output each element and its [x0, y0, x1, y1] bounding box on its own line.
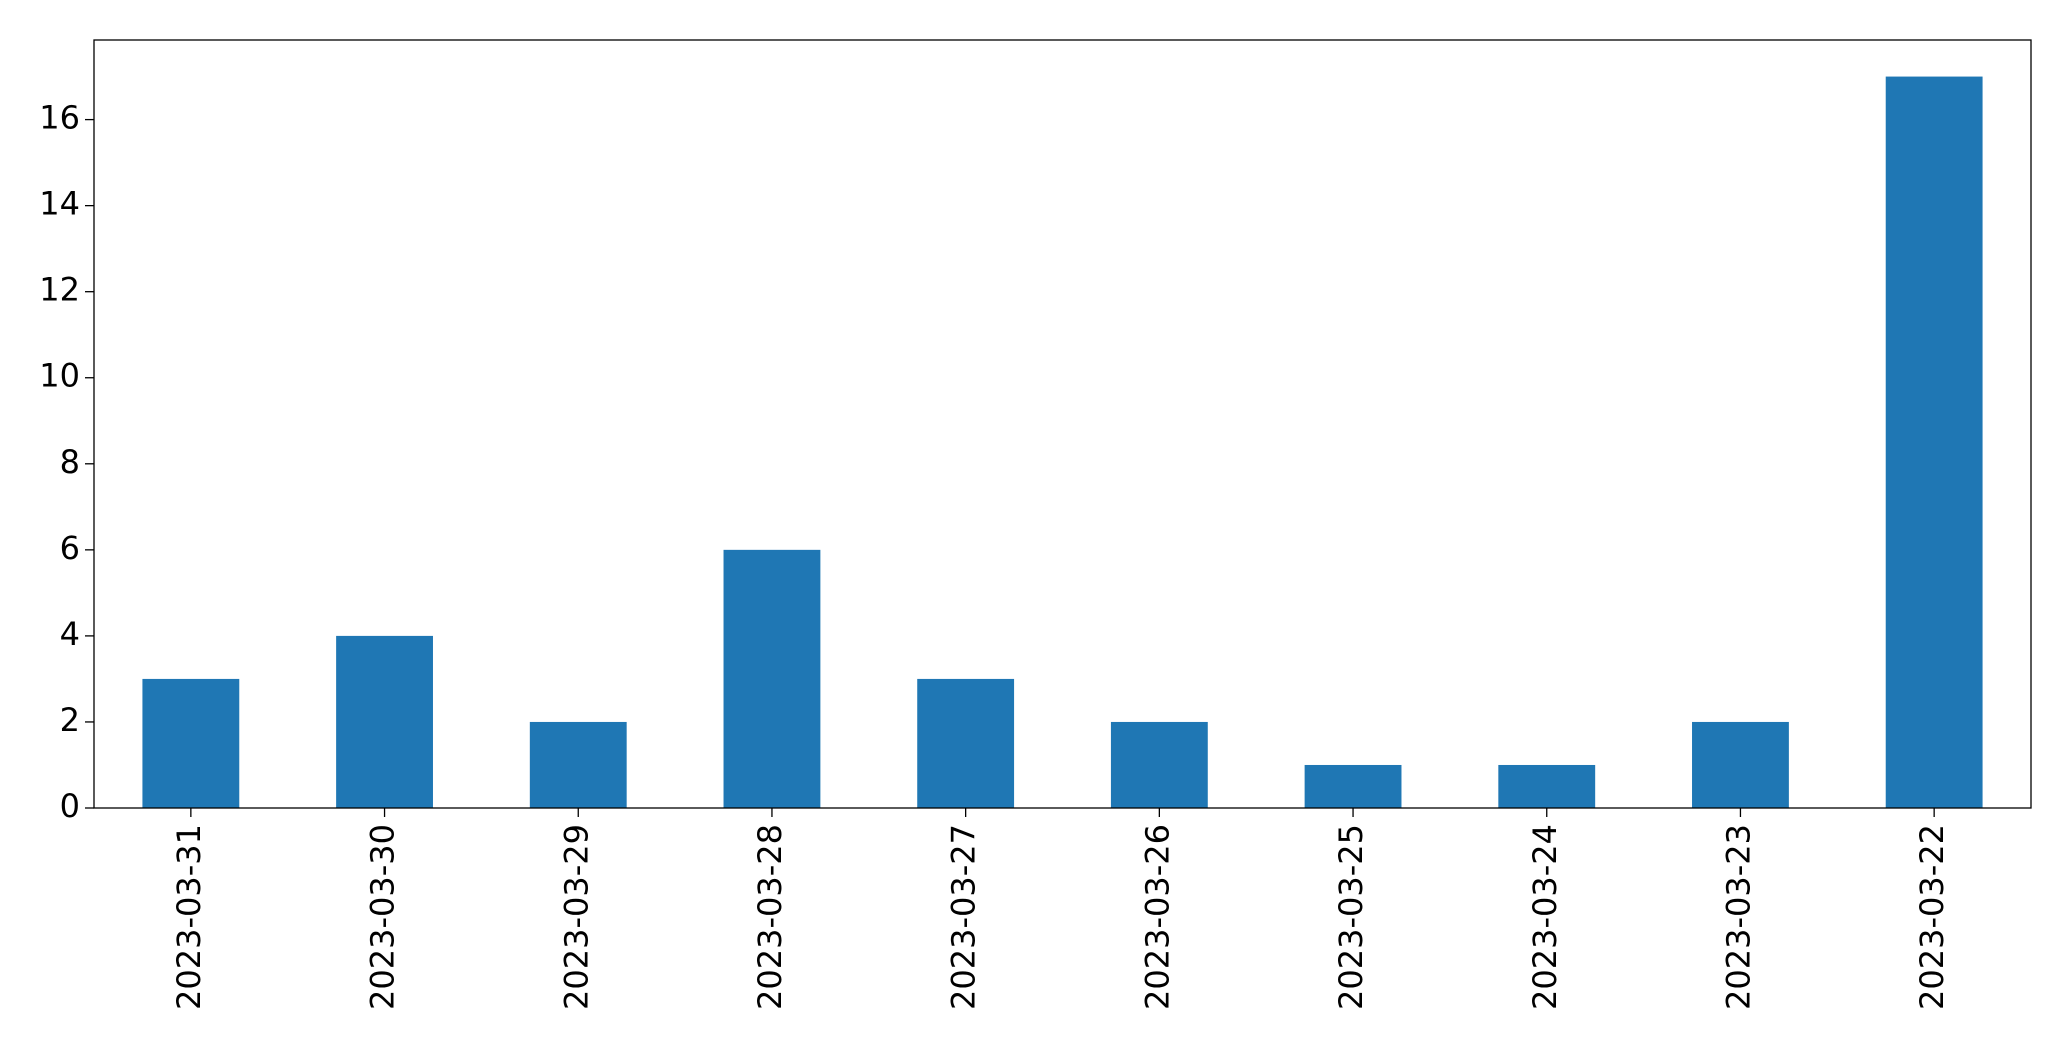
x-tick-label: 2023-03-31	[170, 824, 208, 1010]
y-tick-label: 6	[60, 529, 80, 567]
bar	[1498, 764, 1596, 808]
bar	[529, 721, 627, 808]
x-tick-label: 2023-03-23	[1719, 824, 1757, 1010]
x-tick-label: 2023-03-29	[557, 824, 595, 1010]
y-tick-label: 0	[60, 787, 80, 825]
bar	[1885, 76, 1983, 809]
x-tick-label: 2023-03-27	[945, 824, 983, 1010]
y-tick-label: 4	[60, 615, 80, 653]
y-tick-label: 12	[39, 271, 80, 309]
bar	[1304, 764, 1402, 808]
x-tick-label: 2023-03-24	[1526, 824, 1564, 1010]
bar	[1692, 721, 1789, 808]
x-tick-label: 2023-03-25	[1332, 824, 1370, 1010]
y-tick-label: 2	[60, 701, 80, 739]
y-tick-label: 10	[39, 357, 80, 395]
bar	[917, 678, 1015, 808]
bar	[723, 549, 821, 808]
y-tick-label: 8	[60, 443, 80, 481]
x-tick-label: 2023-03-30	[364, 824, 402, 1010]
bar	[336, 635, 433, 808]
x-tick-label: 2023-03-22	[1913, 824, 1951, 1010]
x-tick-label: 2023-03-28	[751, 824, 789, 1010]
plot-frame	[93, 39, 2032, 809]
y-tick-label: 16	[39, 99, 80, 137]
bar	[142, 678, 240, 808]
bar	[1110, 721, 1208, 808]
x-tick-label: 2023-03-26	[1138, 824, 1176, 1010]
y-tick-label: 14	[39, 185, 80, 223]
